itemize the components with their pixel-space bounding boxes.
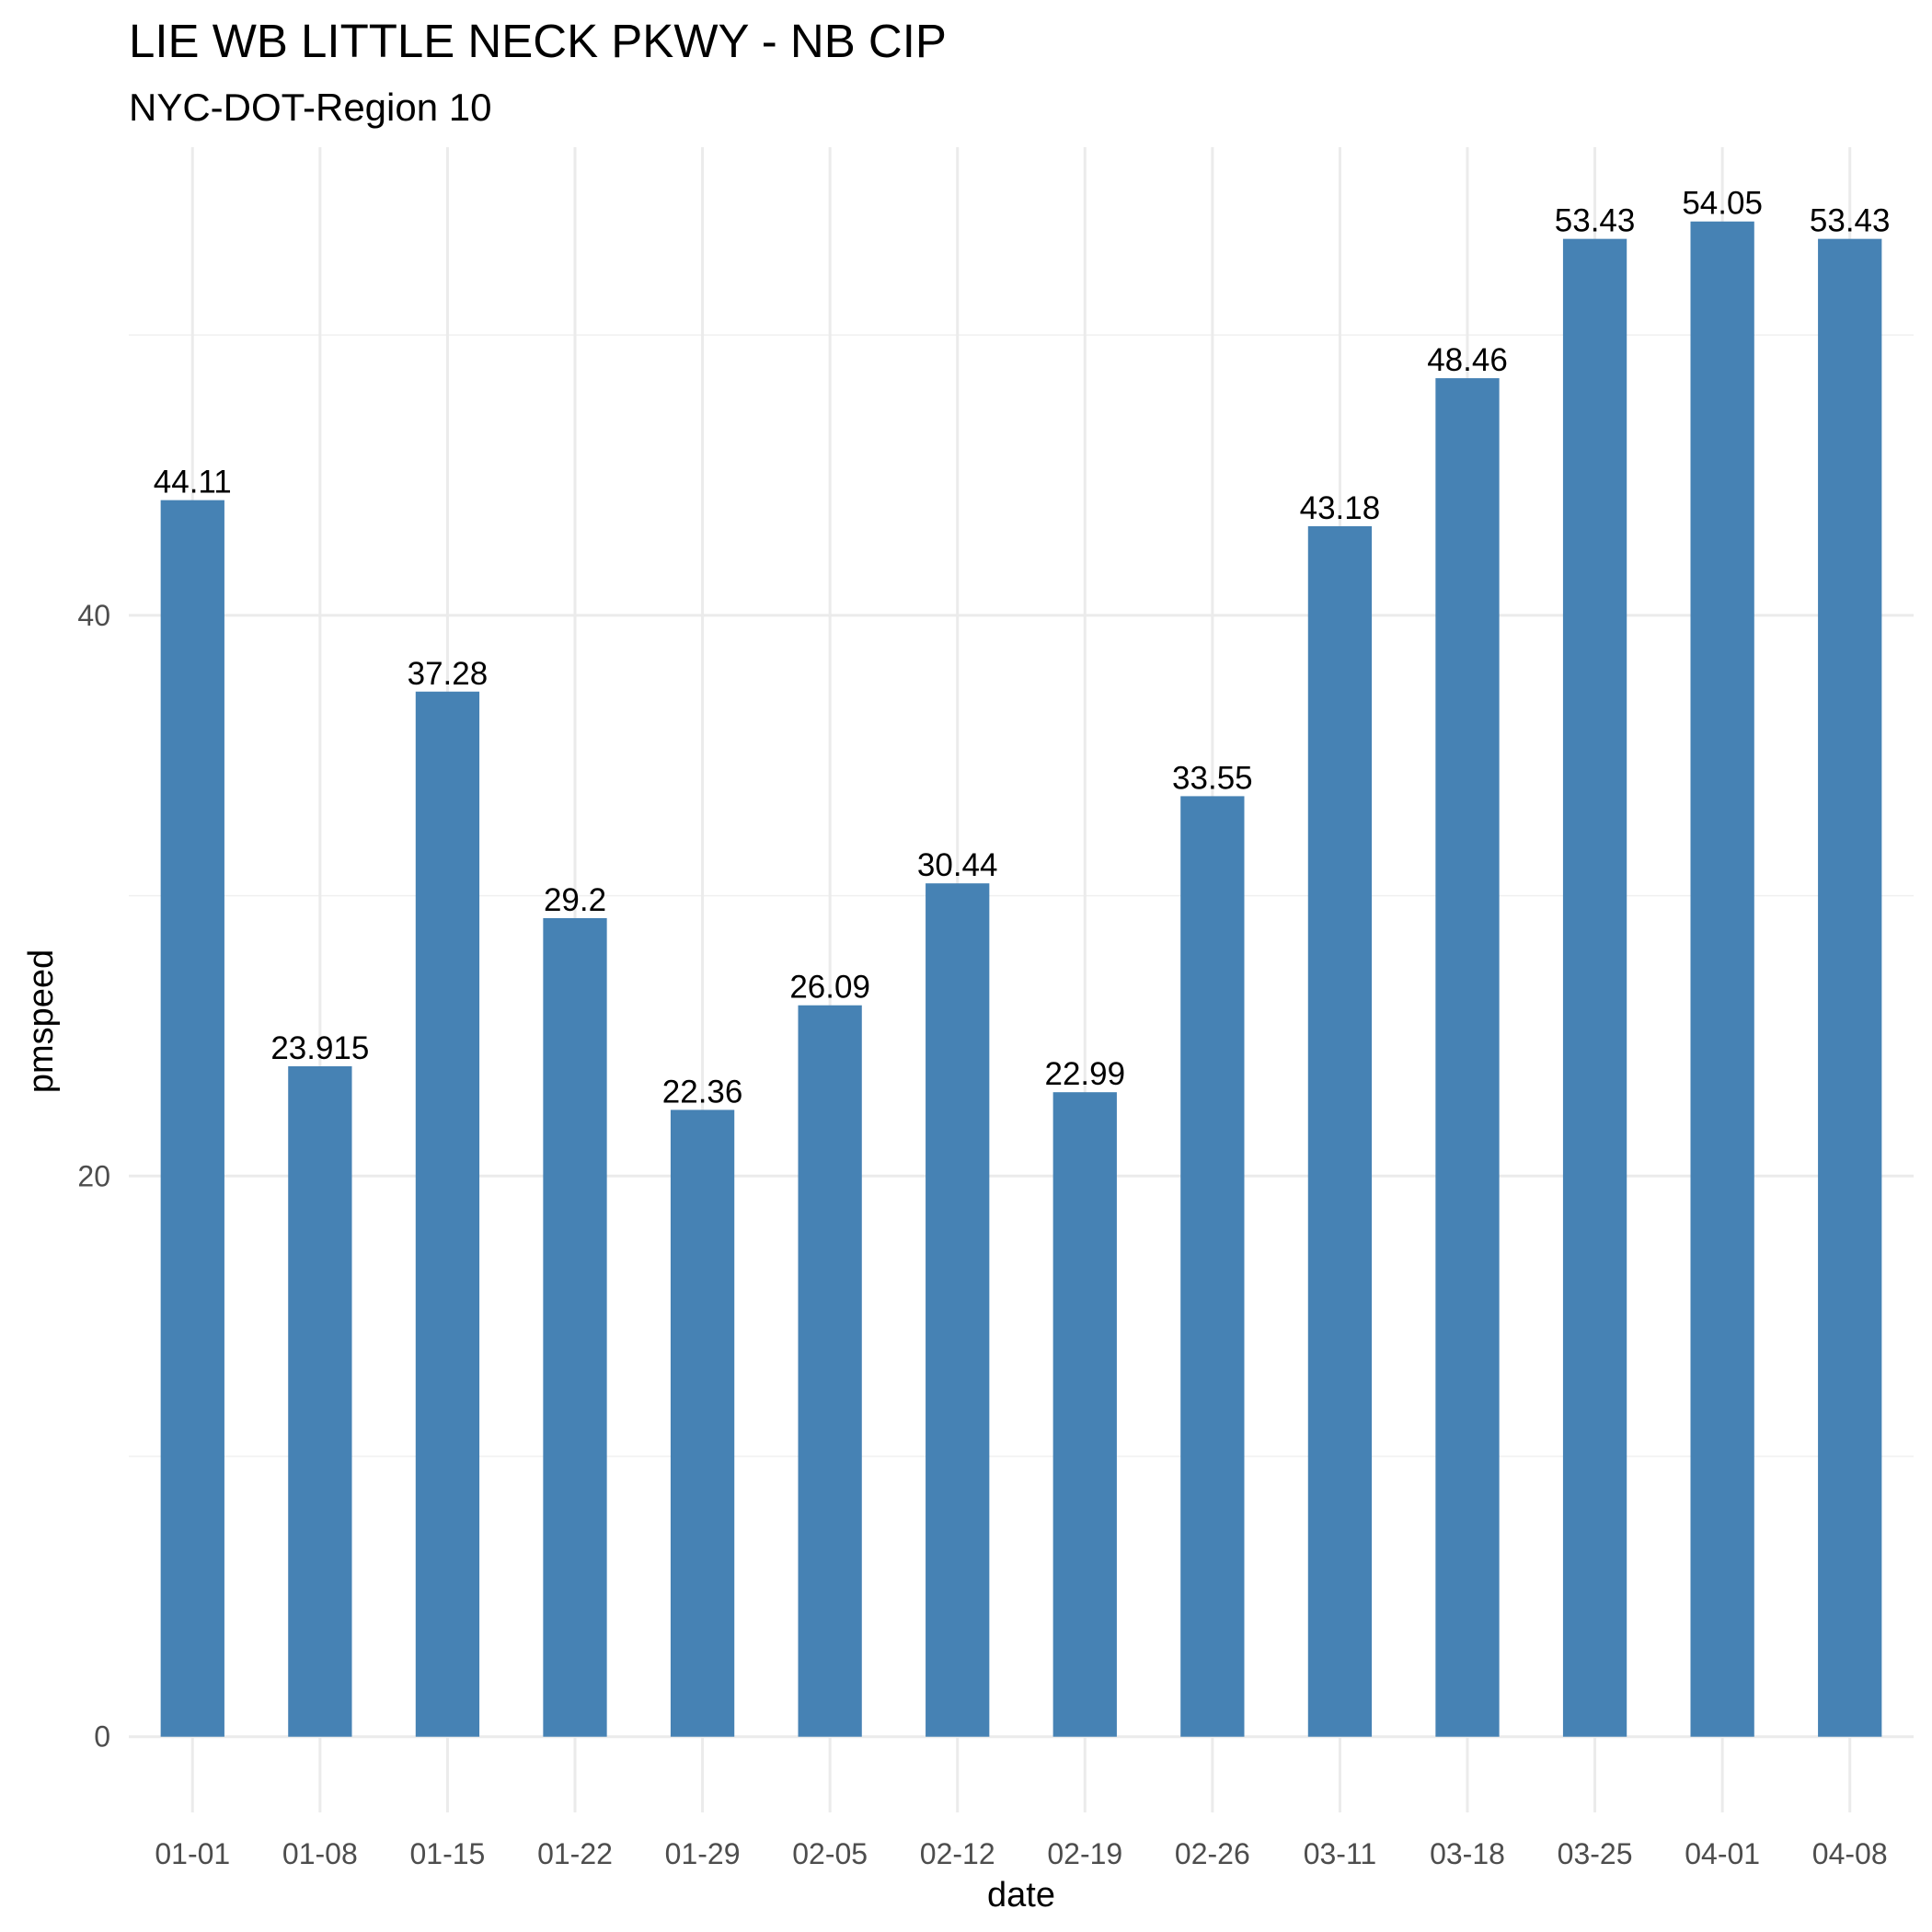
data-label: 37.28 xyxy=(408,656,489,692)
chart-title: LIE WB LITTLE NECK PKWY - NB CIP xyxy=(129,15,947,67)
y-axis-title: pmspeed xyxy=(22,949,61,1093)
data-label: 23.915 xyxy=(270,1030,369,1066)
data-labels: 44.11 23.915 37.28 29.2 22.36 26.09 30.44 22.99… xyxy=(154,186,1891,1110)
bar xyxy=(288,1066,352,1737)
x-tick-label: 01-22 xyxy=(537,1837,613,1870)
x-tick-label: 01-15 xyxy=(410,1837,486,1870)
data-label: 26.09 xyxy=(789,970,870,1006)
bar xyxy=(543,917,607,1737)
x-tick-label: 04-08 xyxy=(1812,1837,1888,1870)
bar xyxy=(1180,796,1245,1737)
bars xyxy=(160,221,1882,1737)
x-tick-label: 01-29 xyxy=(665,1837,741,1870)
data-label: 33.55 xyxy=(1172,760,1253,796)
x-tick-label: 02-12 xyxy=(920,1837,995,1870)
data-label: 44.11 xyxy=(154,465,232,500)
x-tick-label: 02-05 xyxy=(792,1837,868,1870)
y-tick-label: 0 xyxy=(94,1720,110,1754)
chart-subtitle: NYC-DOT-Region 10 xyxy=(129,86,491,129)
x-tick-label: 02-26 xyxy=(1175,1837,1250,1870)
bar xyxy=(1690,221,1754,1737)
bar xyxy=(415,691,480,1737)
data-label: 54.05 xyxy=(1682,186,1763,222)
data-label: 29.2 xyxy=(544,882,606,918)
x-tick-label: 01-08 xyxy=(282,1837,358,1870)
bar xyxy=(1052,1092,1117,1737)
y-tick-label: 40 xyxy=(77,599,110,632)
x-axis-title: date xyxy=(987,1876,1055,1915)
x-tick-label: 03-25 xyxy=(1558,1837,1633,1870)
bar xyxy=(926,883,990,1737)
bar xyxy=(1307,525,1373,1737)
data-label: 43.18 xyxy=(1300,490,1381,526)
bar xyxy=(160,500,224,1737)
x-tick-label: 01-01 xyxy=(155,1837,230,1870)
bar xyxy=(1435,378,1500,1737)
data-label: 53.43 xyxy=(1555,203,1636,239)
grid xyxy=(129,147,1914,1812)
x-tick-label: 03-11 xyxy=(1304,1837,1376,1870)
data-label: 48.46 xyxy=(1427,342,1508,378)
y-tick-label: 20 xyxy=(77,1159,110,1192)
bar xyxy=(1818,238,1882,1737)
x-tick-label: 04-01 xyxy=(1685,1837,1760,1870)
data-label: 22.99 xyxy=(1044,1056,1125,1092)
data-label: 30.44 xyxy=(917,847,998,883)
bar xyxy=(670,1110,735,1737)
x-tick-label: 03-18 xyxy=(1430,1837,1505,1870)
axis-ticks: 0 20 40 01-01 01-08 01-15 01-22 01-29 02-05 02-12… xyxy=(77,599,1887,1870)
data-label: 53.43 xyxy=(1810,203,1891,239)
bar xyxy=(1562,238,1627,1737)
bar xyxy=(798,1005,862,1737)
x-tick-label: 02-19 xyxy=(1047,1837,1122,1870)
data-label: 22.36 xyxy=(662,1074,743,1110)
